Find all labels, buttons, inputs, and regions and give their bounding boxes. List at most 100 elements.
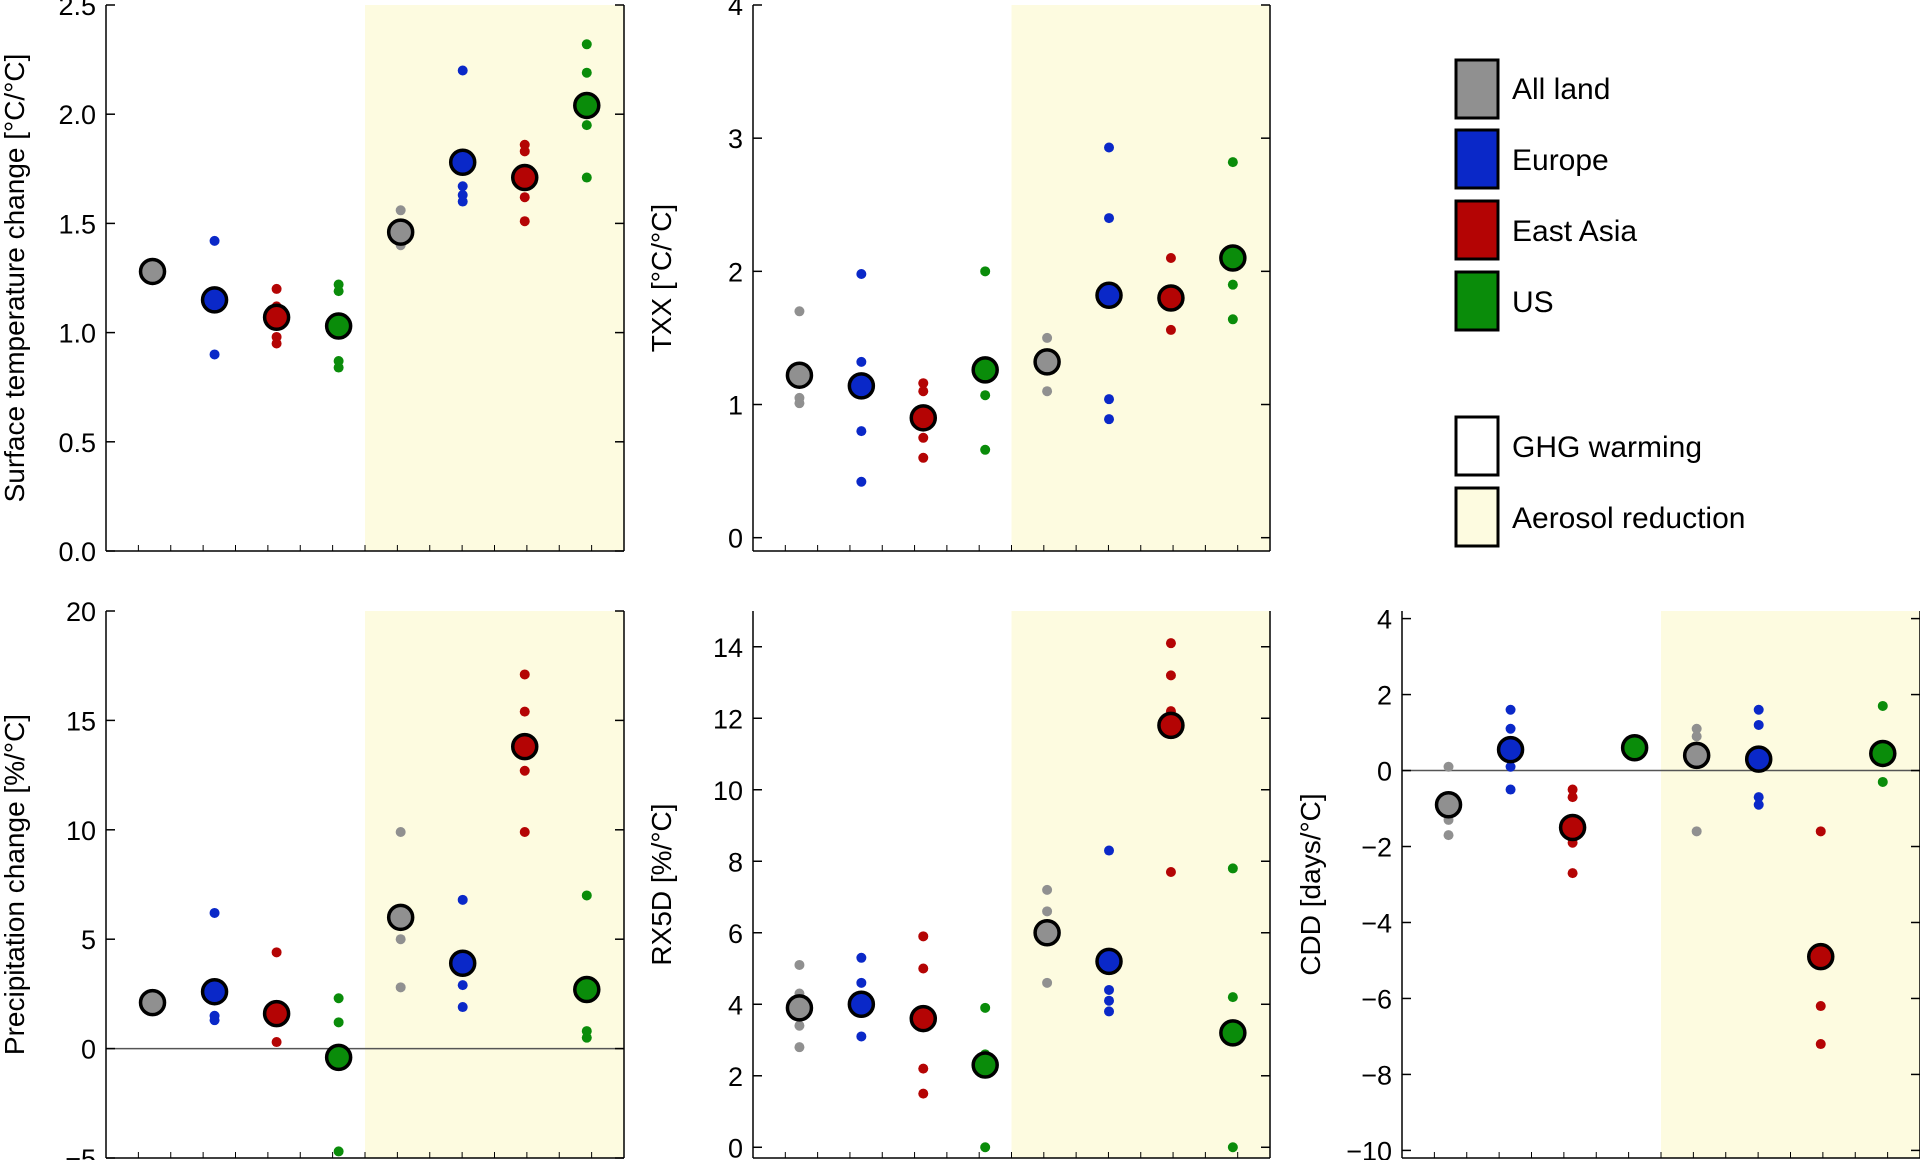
legend-label-east-asia: East Asia — [1512, 215, 1637, 248]
mean-point-all-land — [386, 903, 415, 932]
panel-3: −5 0 5 10 15 20 Precipitation change [%/°C] — [0, 597, 625, 1160]
mean-point-all-land — [138, 988, 167, 1017]
member-point-east-asia — [1815, 826, 1826, 837]
group-aerosol-east-asia — [1157, 638, 1185, 877]
member-point-us — [980, 1142, 991, 1153]
member-point-east-asia — [1567, 784, 1578, 795]
mean-point-east-asia — [1157, 284, 1185, 312]
mean-point-east-asia — [510, 732, 539, 761]
member-point-all-land — [1443, 761, 1454, 772]
member-point-europe — [1104, 394, 1115, 405]
legend-swatch-aerosol-reduction — [1454, 486, 1500, 548]
member-point-all-land — [794, 306, 805, 317]
member-point-us — [581, 39, 592, 50]
member-point-europe — [457, 196, 468, 207]
member-point-us — [1877, 700, 1888, 711]
y-tick-label: 5 — [81, 925, 96, 955]
panel-4: 0 2 4 6 8 10 12 14 RX5D [%/°C] — [646, 611, 1271, 1160]
y-tick-label: 2 — [728, 257, 743, 287]
member-point-east-asia — [918, 432, 929, 443]
member-point-us — [581, 67, 592, 78]
member-point-us — [581, 120, 592, 131]
group-aerosol-all-land — [386, 826, 415, 993]
member-point-europe — [457, 1002, 468, 1013]
mean-point-us — [1869, 739, 1897, 768]
y-tick-label: 15 — [66, 706, 96, 736]
member-point-east-asia — [918, 931, 929, 942]
y-tick-label: 1.5 — [58, 209, 96, 239]
y-tick-label: −8 — [1361, 1060, 1392, 1090]
group-ghg-all-land — [1434, 761, 1463, 841]
member-point-europe — [1753, 704, 1764, 715]
mean-point-europe — [1744, 745, 1773, 773]
member-point-all-land — [1042, 386, 1053, 397]
member-point-east-asia — [271, 1037, 282, 1048]
member-point-east-asia — [519, 765, 530, 776]
member-point-europe — [1753, 792, 1764, 803]
mean-point-east-asia — [909, 1004, 938, 1033]
member-point-east-asia — [918, 378, 929, 389]
member-point-east-asia — [1567, 792, 1578, 803]
y-tick-label: 12 — [713, 704, 743, 734]
member-point-us — [1227, 279, 1238, 290]
mean-point-east-asia — [1806, 942, 1835, 971]
member-point-us — [1227, 992, 1238, 1003]
member-point-us — [1877, 776, 1888, 787]
legend-label-ghg-warming: GHG warming — [1512, 431, 1702, 464]
member-point-all-land — [395, 982, 406, 993]
y-tick-label: 2 — [1377, 681, 1392, 711]
group-ghg-east-asia — [909, 931, 938, 1099]
member-point-europe — [209, 235, 220, 246]
y-axis-title: RX5D [%/°C] — [646, 803, 677, 965]
member-point-all-land — [395, 826, 406, 837]
mean-point-east-asia — [909, 404, 938, 432]
y-tick-label: −5 — [65, 1144, 96, 1160]
member-point-europe — [856, 269, 867, 280]
y-tick-label: 2.5 — [58, 0, 96, 21]
group-aerosol-all-land — [1033, 332, 1061, 397]
group-aerosol-all-land — [1682, 723, 1711, 837]
legend-item-us: US — [1454, 270, 1554, 332]
mean-point-all-land — [785, 361, 814, 389]
y-tick-label: 1.0 — [58, 319, 96, 349]
group-aerosol-all-land — [1033, 884, 1061, 988]
group-ghg-europe — [847, 952, 876, 1042]
member-point-east-asia — [918, 963, 929, 974]
member-point-europe — [856, 977, 867, 988]
member-point-europe — [1505, 784, 1516, 795]
group-aerosol-east-asia — [510, 139, 539, 227]
member-point-east-asia — [519, 826, 530, 837]
member-point-east-asia — [918, 1063, 929, 1074]
aerosol-reduction-region — [1011, 611, 1270, 1158]
group-ghg-europe — [847, 269, 876, 487]
member-point-us — [333, 993, 344, 1004]
group-ghg-europe — [200, 907, 229, 1026]
member-point-us — [581, 172, 592, 183]
mean-point-us — [971, 356, 999, 384]
member-point-europe — [1104, 414, 1115, 425]
group-ghg-all-land — [785, 306, 814, 409]
member-point-all-land — [794, 1020, 805, 1031]
member-point-us — [1227, 314, 1238, 325]
y-tick-label: 0.0 — [58, 537, 96, 567]
mean-point-us — [971, 1051, 999, 1079]
member-point-all-land — [1443, 830, 1454, 841]
member-point-europe — [457, 894, 468, 905]
group-aerosol-east-asia — [510, 669, 539, 837]
member-point-us — [333, 1146, 344, 1157]
mean-point-east-asia — [510, 163, 539, 192]
legend-label-all-land: All land — [1512, 73, 1610, 106]
y-tick-label: 0 — [81, 1035, 96, 1065]
y-axis-title: Precipitation change [%/°C] — [0, 714, 30, 1055]
group-aerosol-us — [1869, 700, 1897, 787]
mean-point-europe — [448, 949, 477, 978]
member-point-east-asia — [1815, 1039, 1826, 1050]
legend-item-east-asia: East Asia — [1454, 199, 1637, 261]
y-tick-label: 4 — [728, 990, 743, 1020]
y-tick-label: 0 — [728, 524, 743, 554]
member-point-east-asia — [519, 669, 530, 680]
mean-point-us — [1219, 244, 1247, 272]
legend-item-all-land: All land — [1454, 58, 1610, 120]
y-axis-title: CDD [days/°C] — [1295, 793, 1326, 975]
